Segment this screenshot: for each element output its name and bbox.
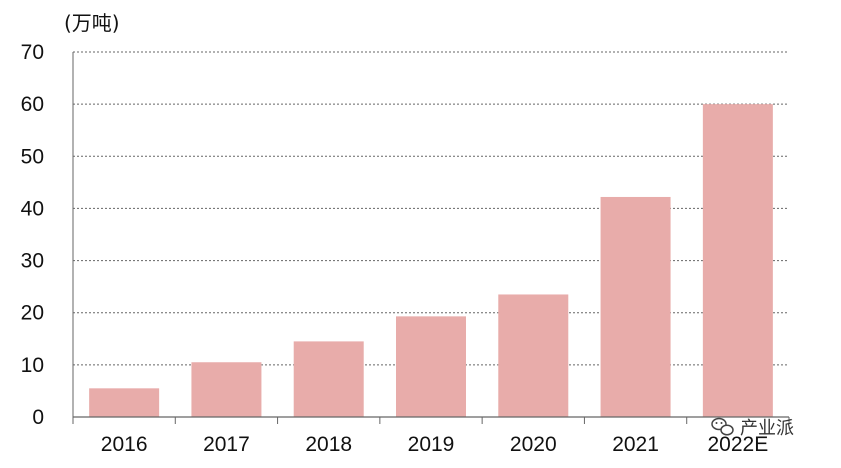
bar-2019 bbox=[396, 316, 466, 417]
x-tick-label: 2016 bbox=[101, 433, 148, 456]
axes bbox=[72, 52, 790, 424]
y-tick-label: 40 bbox=[21, 197, 44, 220]
y-tick-label: 20 bbox=[21, 302, 44, 325]
y-tick-label: 10 bbox=[21, 354, 44, 377]
bar-2020 bbox=[498, 294, 569, 417]
x-tick-label: 2019 bbox=[408, 433, 455, 456]
bar-2018 bbox=[293, 341, 364, 417]
x-tick-label: 2018 bbox=[305, 433, 352, 456]
x-tick-labels: 2016 2017 2018 2019 2020 2021 2022E bbox=[101, 433, 768, 456]
bars bbox=[89, 104, 773, 418]
y-tick-labels: 0 10 20 30 40 50 60 70 bbox=[21, 41, 44, 429]
x-tick-label: 2020 bbox=[510, 433, 557, 456]
x-tick-label: 2017 bbox=[203, 433, 250, 456]
bar-2021 bbox=[600, 196, 671, 417]
watermark-text: 产业派 bbox=[740, 418, 794, 439]
bar-2022E bbox=[702, 104, 773, 418]
wechat-icon bbox=[711, 417, 734, 436]
x-tick-label: 2021 bbox=[612, 433, 659, 456]
bar-2016 bbox=[89, 388, 160, 417]
x-tick-label: 2022E bbox=[707, 433, 768, 456]
y-tick-label: 60 bbox=[21, 93, 44, 116]
watermark: 产业派 bbox=[711, 417, 794, 439]
y-axis-unit-label: (万吨) bbox=[64, 11, 120, 35]
y-tick-label: 30 bbox=[21, 250, 44, 273]
y-tick-label: 70 bbox=[21, 41, 44, 64]
bar-2017 bbox=[191, 362, 262, 417]
y-tick-label: 50 bbox=[21, 145, 44, 168]
y-tick-label: 0 bbox=[32, 406, 44, 429]
